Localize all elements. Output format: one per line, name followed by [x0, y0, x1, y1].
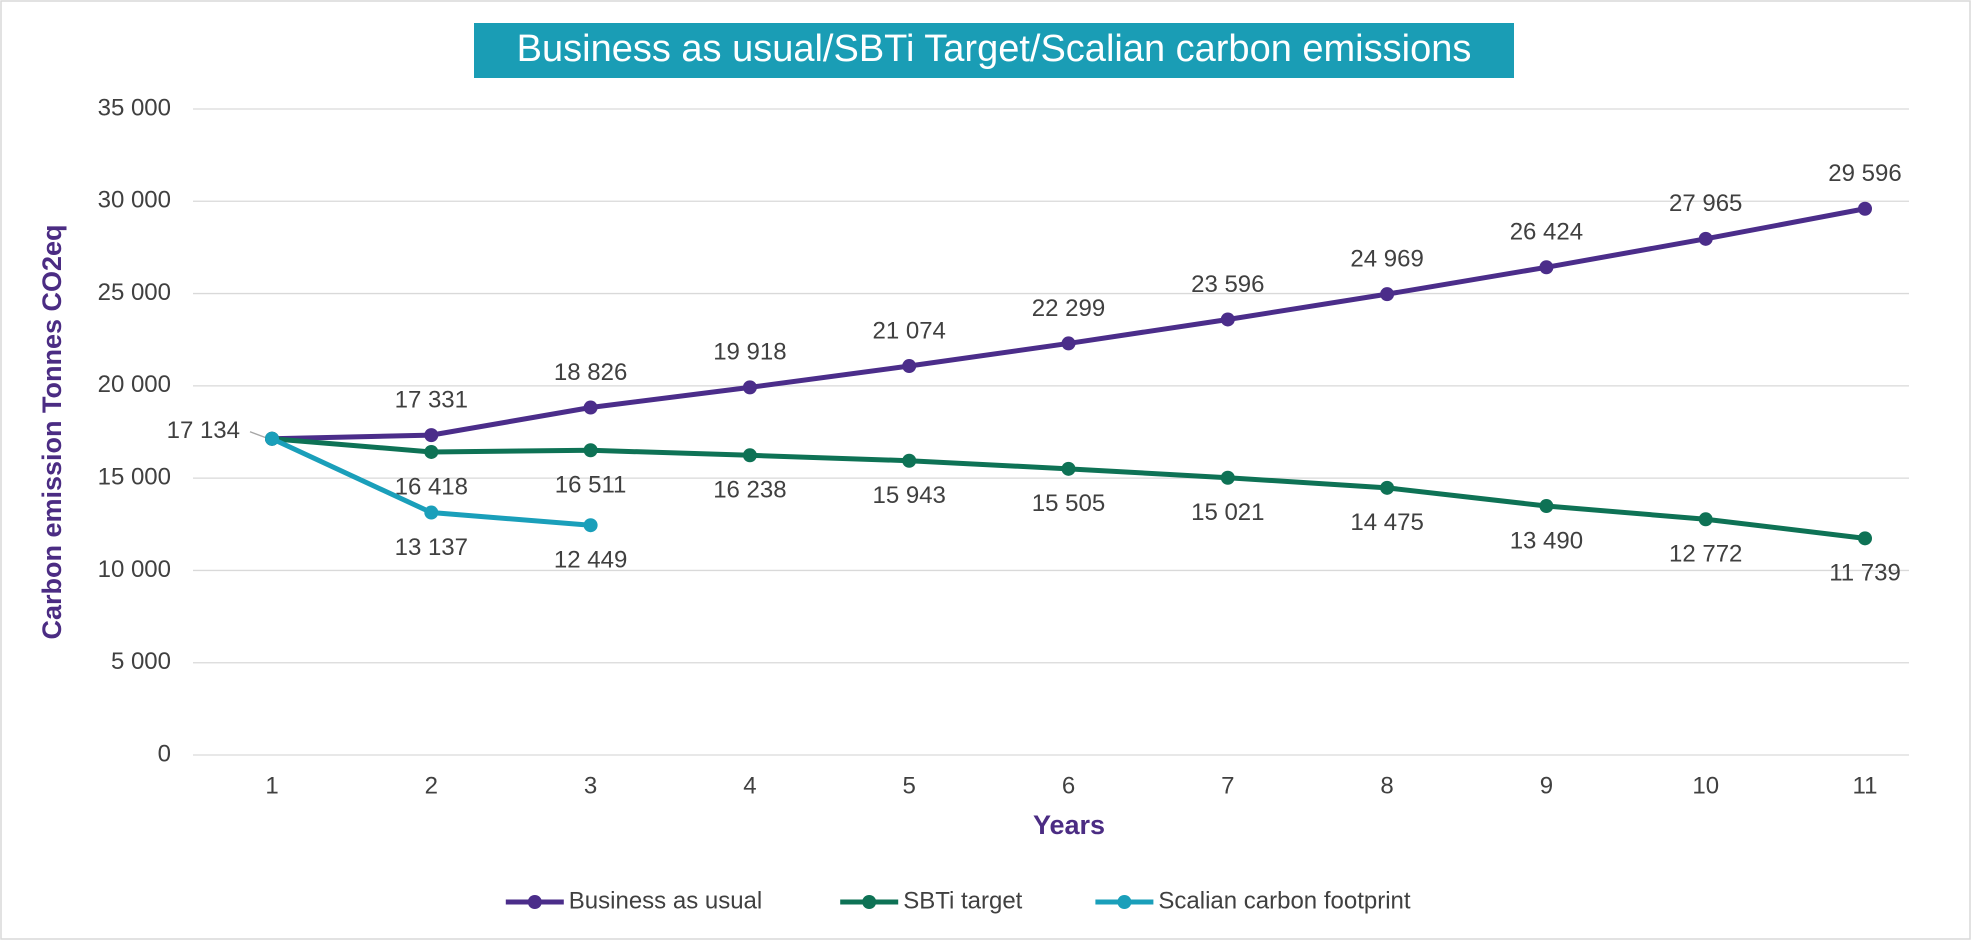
- data-label: 17 331: [395, 386, 468, 413]
- legend-label: Scalian carbon footprint: [1158, 887, 1410, 914]
- data-label: 17 134: [167, 417, 240, 444]
- x-tick-label: 11: [1853, 772, 1878, 799]
- data-label: 12 449: [554, 547, 627, 574]
- data-point: [424, 428, 439, 443]
- data-label: 19 918: [713, 339, 786, 366]
- x-tick-label: 3: [584, 772, 597, 799]
- legend-marker: [1117, 895, 1132, 909]
- data-point: [1698, 231, 1713, 246]
- data-point: [1380, 480, 1395, 495]
- legend-label: Business as usual: [569, 887, 762, 914]
- data-label: 16 238: [713, 477, 786, 504]
- x-tick-label: 8: [1380, 772, 1393, 799]
- x-tick-label: 1: [265, 772, 278, 799]
- data-label: 13 137: [395, 534, 468, 561]
- data-label: 15 505: [1032, 490, 1105, 517]
- data-label: 21 074: [872, 317, 945, 344]
- y-tick-label: 30 000: [98, 187, 171, 214]
- data-point: [1061, 461, 1076, 476]
- x-tick-label: 4: [743, 772, 756, 799]
- data-label: 13 490: [1510, 527, 1583, 554]
- data-point: [583, 443, 598, 458]
- data-point: [424, 444, 439, 459]
- data-point: [742, 380, 757, 395]
- data-label: 22 299: [1032, 295, 1105, 322]
- y-tick-label: 5 000: [111, 648, 171, 675]
- data-point: [265, 431, 279, 446]
- data-label: 15 021: [1191, 499, 1264, 526]
- data-point: [583, 400, 598, 415]
- data-point: [902, 453, 917, 468]
- data-point: [424, 505, 439, 520]
- data-label: 16 511: [555, 472, 627, 499]
- y-tick-label: 25 000: [98, 279, 171, 306]
- y-axis-title: Carbon emission Tonnes CO2eq: [37, 224, 67, 639]
- y-tick-label: 10 000: [98, 556, 171, 583]
- data-label: 12 772: [1669, 541, 1742, 568]
- data-label: 27 965: [1669, 190, 1742, 217]
- x-tick-label: 6: [1062, 772, 1075, 799]
- data-label: 23 596: [1191, 271, 1264, 298]
- data-label: 14 475: [1350, 509, 1423, 536]
- legend-label: SBTi target: [903, 887, 1022, 914]
- title-box: [474, 23, 1514, 78]
- label-leader: [249, 431, 267, 439]
- data-point: [902, 359, 917, 374]
- legend: Business as usual SBTi target Scalian carb…: [505, 887, 1411, 914]
- data-point: [1698, 512, 1713, 527]
- legend-marker: [527, 895, 542, 909]
- data-label: 11 739: [1829, 560, 1901, 587]
- data-point: [1858, 531, 1872, 546]
- x-tick-label: 2: [425, 772, 438, 799]
- y-tick-label: 20 000: [98, 371, 171, 398]
- data-point: [1539, 499, 1554, 514]
- data-label: 29 596: [1828, 160, 1901, 187]
- chart-title: Business as usual/SBTi Target/Scalian ca…: [517, 28, 1472, 70]
- y-tick-label: 35 000: [98, 94, 171, 121]
- data-label: 16 418: [395, 473, 468, 500]
- data-label: 15 943: [872, 482, 945, 509]
- x-tick-label: 9: [1540, 772, 1553, 799]
- data-label: 18 826: [554, 359, 627, 386]
- data-point: [1220, 312, 1235, 327]
- x-tick-label: 5: [903, 772, 916, 799]
- data-point: [742, 448, 757, 463]
- data-point: [1380, 287, 1395, 302]
- data-point: [1539, 260, 1554, 275]
- x-axis-title: Years: [1033, 810, 1105, 840]
- data-point: [1220, 470, 1235, 485]
- data-point: [1858, 201, 1872, 216]
- legend-marker: [862, 895, 877, 909]
- data-point: [583, 518, 598, 533]
- y-tick-label: 0: [158, 740, 171, 767]
- y-tick-label: 15 000: [98, 463, 171, 490]
- data-label: 26 424: [1510, 219, 1583, 246]
- data-label: 24 969: [1350, 245, 1423, 272]
- x-tick-label: 10: [1692, 772, 1719, 799]
- x-tick-label: 7: [1221, 772, 1234, 799]
- data-point: [1061, 336, 1076, 351]
